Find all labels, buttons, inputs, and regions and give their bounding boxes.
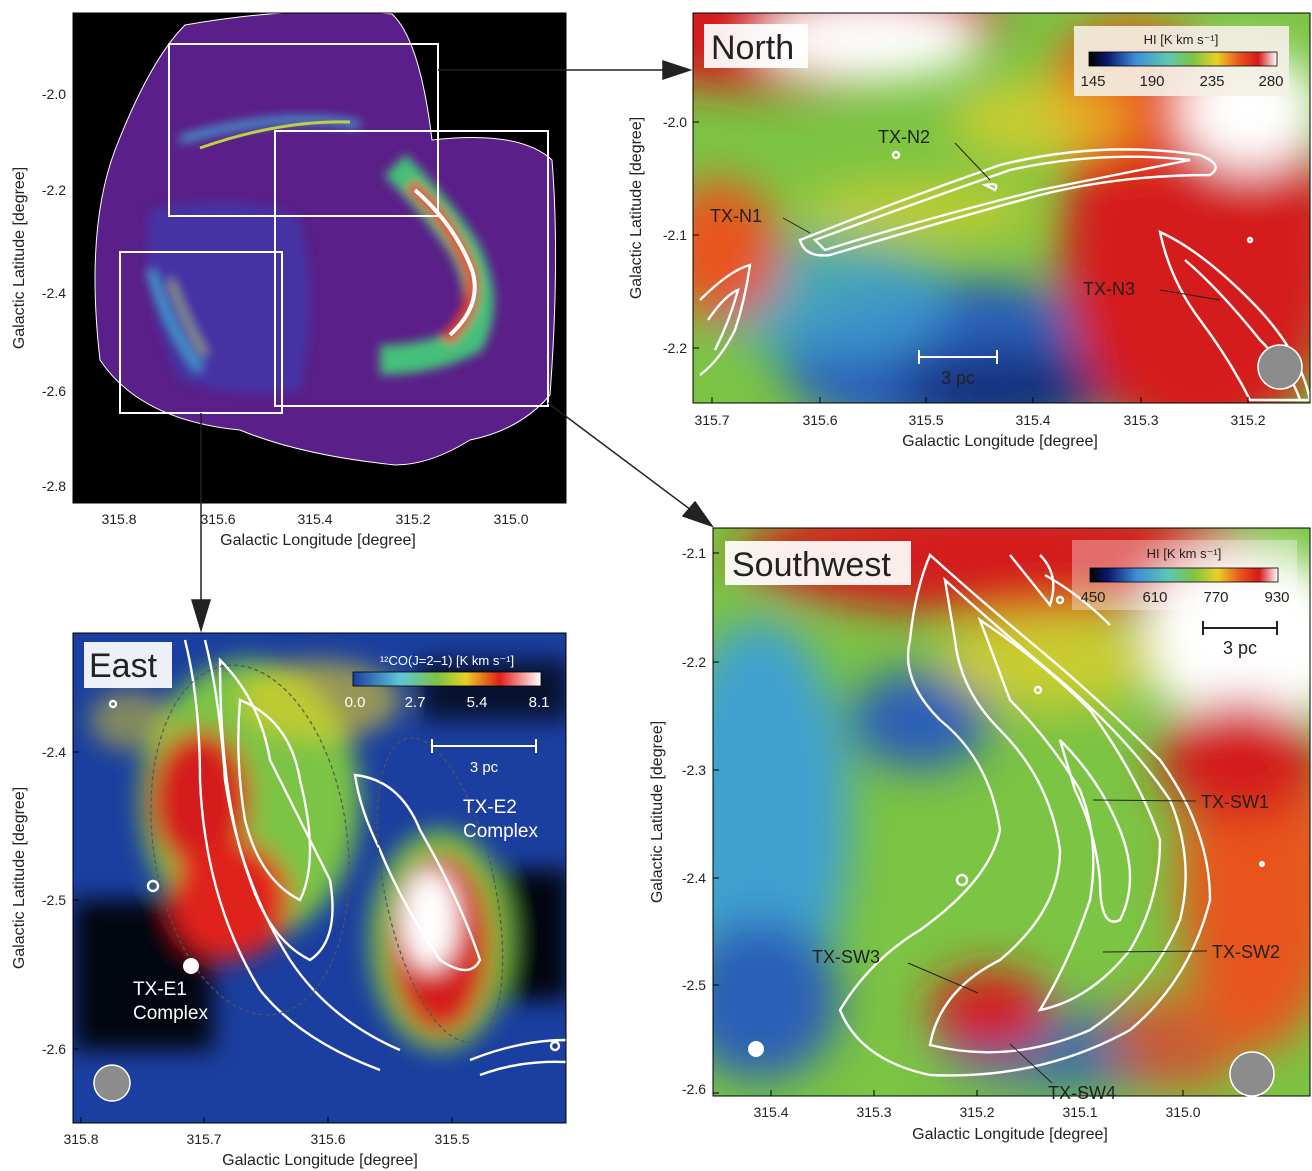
east-beam bbox=[93, 1064, 131, 1102]
north-ytick-0: -2.0 bbox=[663, 114, 687, 130]
southwest-ylabel: Galactic Latitude [degree] bbox=[649, 721, 666, 903]
ov-ytick-3: -2.6 bbox=[42, 383, 66, 399]
label-tx-e2-2: Complex bbox=[463, 821, 538, 842]
north-scalebar bbox=[918, 350, 998, 364]
southwest-colorbar-label: HI [K km s⁻¹] bbox=[1147, 546, 1222, 561]
north-xtick-2: 315.5 bbox=[908, 412, 943, 428]
north-xtick-3: 315.4 bbox=[1015, 412, 1050, 428]
overview-panel: -2.0 -2.2 -2.4 -2.6 -2.8 315.8 315.6 315… bbox=[11, 12, 567, 549]
connector-arrows bbox=[190, 59, 714, 633]
sw-marker bbox=[748, 1041, 764, 1057]
ov-xlabel: Galactic Longitude [degree] bbox=[220, 532, 416, 549]
east-colorbar-tick-3: 8.1 bbox=[529, 694, 550, 711]
ov-xtick-4: 315.0 bbox=[493, 511, 528, 527]
east-ytick-1: -2.5 bbox=[42, 892, 66, 908]
label-tx-sw3: TX-SW3 bbox=[812, 947, 880, 967]
east-xtick-2: 315.6 bbox=[310, 1131, 345, 1147]
north-colorbar: HI [K km s⁻¹] 145 190 235 280 bbox=[1074, 26, 1289, 96]
east-contours bbox=[108, 639, 566, 1077]
sw-ytick-5: -2.6 bbox=[682, 1081, 706, 1097]
ov-ytick-0: -2.0 bbox=[42, 86, 66, 102]
north-xtick-5: 315.2 bbox=[1230, 412, 1265, 428]
ov-ytick-4: -2.8 bbox=[42, 478, 66, 494]
label-tx-sw1: TX-SW1 bbox=[1201, 792, 1269, 812]
sw-ytick-3: -2.4 bbox=[682, 870, 706, 886]
southwest-colorbar: HI [K km s⁻¹] 450 610 770 930 bbox=[1072, 540, 1297, 610]
north-colorbar-tick-2: 235 bbox=[1199, 73, 1224, 90]
east-colorbar-tick-0: 0.0 bbox=[345, 694, 366, 711]
ov-xtick-0: 315.8 bbox=[101, 511, 136, 527]
east-xtick-3: 315.5 bbox=[434, 1131, 469, 1147]
east-xlabel: Galactic Longitude [degree] bbox=[222, 1152, 418, 1169]
east-scalebar bbox=[431, 739, 537, 753]
north-ytick-1: -2.1 bbox=[663, 227, 687, 243]
sw-ytick-1: -2.2 bbox=[682, 654, 706, 670]
label-tx-sw4: TX-SW4 bbox=[1048, 1083, 1116, 1103]
north-colorbar-tick-0: 145 bbox=[1080, 73, 1105, 90]
east-ytick-0: -2.4 bbox=[42, 744, 66, 760]
ov-ytick-1: -2.2 bbox=[42, 182, 66, 198]
southwest-beam bbox=[1229, 1051, 1275, 1097]
north-xtick-0: 315.7 bbox=[694, 412, 729, 428]
north-xtick-1: 315.6 bbox=[802, 412, 837, 428]
tx-e1-ellipse bbox=[150, 664, 350, 1016]
sw-ytick-0: -2.1 bbox=[682, 545, 706, 561]
north-xtick-4: 315.3 bbox=[1123, 412, 1158, 428]
sw-xtick-2: 315.2 bbox=[959, 1104, 994, 1120]
north-panel: North HI [K km s⁻¹] 145 190 235 280 TX-N… bbox=[628, 12, 1311, 450]
sw-xtick-3: 315.1 bbox=[1062, 1104, 1097, 1120]
east-title: East bbox=[89, 647, 158, 685]
label-tx-n3: TX-N3 bbox=[1083, 279, 1135, 299]
east-colorbar-tick-2: 5.4 bbox=[467, 694, 488, 711]
ov-ytick-2: -2.4 bbox=[42, 285, 66, 301]
southwest-title: Southwest bbox=[732, 546, 891, 584]
north-xlabel: Galactic Longitude [degree] bbox=[902, 433, 1098, 450]
north-colorbar-label: HI [K km s⁻¹] bbox=[1144, 32, 1219, 47]
label-tx-sw2: TX-SW2 bbox=[1212, 942, 1280, 962]
southwest-xlabel: Galactic Longitude [degree] bbox=[912, 1126, 1108, 1143]
sw-xtick-4: 315.0 bbox=[1165, 1104, 1200, 1120]
east-ylabel: Galactic Latitude [degree] bbox=[11, 787, 28, 969]
north-title: North bbox=[711, 29, 794, 67]
tx-e2-ellipse bbox=[376, 737, 504, 1043]
north-colorbar-tick-3: 280 bbox=[1258, 73, 1283, 90]
southwest-colorbar-tick-0: 450 bbox=[1080, 589, 1105, 606]
east-colorbar: ¹²CO(J=2–1) [K km s⁻¹] 0.0 2.7 5.4 8.1 bbox=[345, 653, 550, 711]
label-tx-n1: TX-N1 bbox=[710, 206, 762, 226]
east-panel: East ¹²CO(J=2–1) [K km s⁻¹] 0.0 2.7 5.4 … bbox=[11, 632, 567, 1169]
north-ytick-2: -2.2 bbox=[663, 340, 687, 356]
east-ytick-2: -2.6 bbox=[42, 1041, 66, 1057]
north-colorbar-tick-1: 190 bbox=[1139, 73, 1164, 90]
southwest-colorbar-tick-1: 610 bbox=[1142, 589, 1167, 606]
north-ylabel: Galactic Latitude [degree] bbox=[628, 117, 645, 299]
east-colorbar-label: ¹²CO(J=2–1) [K km s⁻¹] bbox=[380, 653, 514, 668]
sw-xtick-0: 315.4 bbox=[753, 1104, 788, 1120]
southwest-panel: Southwest HI [K km s⁻¹] 450 610 770 930 … bbox=[649, 527, 1311, 1143]
east-xtick-0: 315.8 bbox=[63, 1131, 98, 1147]
label-tx-n2: TX-N2 bbox=[878, 127, 930, 147]
ov-ylabel: Galactic Latitude [degree] bbox=[11, 167, 28, 349]
sw-xtick-1: 315.3 bbox=[856, 1104, 891, 1120]
southwest-scalebar bbox=[1202, 621, 1278, 635]
label-tx-e1-1: TX-E1 bbox=[133, 979, 187, 1000]
southwest-colorbar-tick-3: 930 bbox=[1264, 589, 1289, 606]
ov-xtick-3: 315.2 bbox=[395, 511, 430, 527]
ov-xtick-2: 315.4 bbox=[297, 511, 332, 527]
north-scale-label: 3 pc bbox=[941, 368, 975, 388]
southwest-scale-label: 3 pc bbox=[1223, 638, 1257, 658]
sw-ytick-4: -2.5 bbox=[682, 977, 706, 993]
label-tx-e2-1: TX-E2 bbox=[463, 797, 517, 818]
east-colorbar-tick-1: 2.7 bbox=[405, 694, 426, 711]
southwest-colorbar-tick-2: 770 bbox=[1203, 589, 1228, 606]
north-beam bbox=[1257, 344, 1303, 390]
ov-xtick-1: 315.6 bbox=[200, 511, 235, 527]
east-scale-label: 3 pc bbox=[470, 759, 499, 776]
east-marker bbox=[183, 958, 199, 974]
southwest-box bbox=[274, 130, 549, 407]
southwest-contours bbox=[838, 552, 1212, 1077]
label-tx-e1-2: Complex bbox=[133, 1003, 208, 1024]
sw-ytick-2: -2.3 bbox=[682, 762, 706, 778]
east-xtick-1: 315.7 bbox=[186, 1131, 221, 1147]
